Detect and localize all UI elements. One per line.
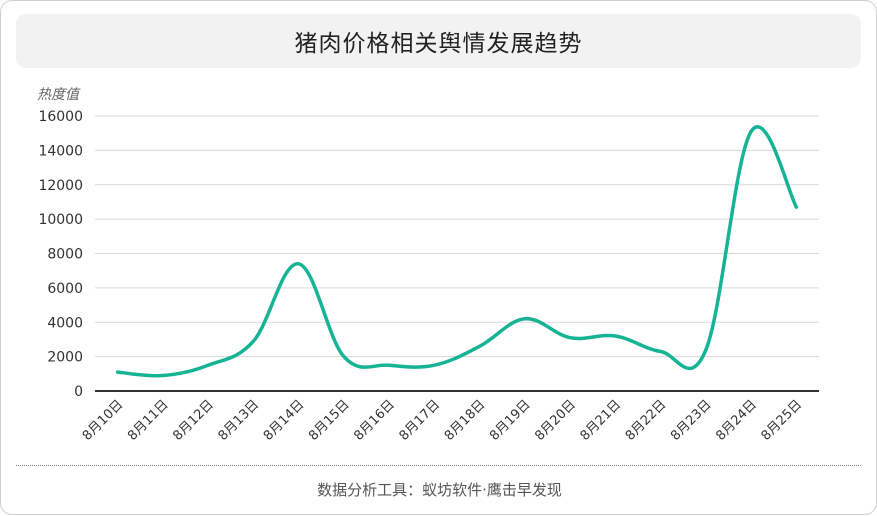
y-tick-label: 16000 xyxy=(38,109,83,125)
y-tick-label: 6000 xyxy=(47,281,83,297)
x-tick-label: 8月21日 xyxy=(578,397,625,444)
x-tick-label: 8月11日 xyxy=(125,397,172,444)
footer-divider xyxy=(16,465,861,466)
x-tick-label: 8月19日 xyxy=(487,397,534,444)
x-tick-label: 8月14日 xyxy=(261,397,308,444)
footer-source: 数据分析工具：蚁坊软件·鹰击早发现 xyxy=(317,481,562,499)
x-tick-label: 8月12日 xyxy=(170,397,217,444)
x-tick-label: 8月25日 xyxy=(759,397,806,444)
x-tick-label: 8月17日 xyxy=(397,397,444,444)
x-tick-label: 8月10日 xyxy=(80,397,127,444)
grid-lines xyxy=(95,115,819,358)
x-tick-label: 8月24日 xyxy=(713,397,760,444)
title-bar: 猪肉价格相关舆情发展趋势 xyxy=(16,14,861,68)
y-tick-label: 10000 xyxy=(38,212,83,228)
x-tick-label: 8月16日 xyxy=(351,397,398,444)
y-axis-label: 热度值 xyxy=(37,87,81,103)
y-tick-label: 4000 xyxy=(47,315,83,331)
x-tick-label: 8月22日 xyxy=(623,397,670,444)
y-tick-label: 12000 xyxy=(38,178,83,194)
x-tick-label: 8月18日 xyxy=(442,397,489,444)
x-tick-labels: 8月10日8月11日8月12日8月13日8月14日8月15日8月16日8月17日… xyxy=(80,397,805,444)
x-tick-label: 8月23日 xyxy=(668,397,715,444)
y-tick-label: 2000 xyxy=(47,350,83,366)
y-tick-label: 14000 xyxy=(38,143,83,159)
x-tick-label: 8月13日 xyxy=(216,397,263,444)
x-tick-label: 8月15日 xyxy=(306,397,353,444)
x-tick-label: 8月20日 xyxy=(532,397,579,444)
y-tick-labels: 0 2000 4000 6000 8000 10000 12000 14000 16000 xyxy=(38,109,83,400)
y-tick-label: 8000 xyxy=(47,247,83,263)
series-line xyxy=(115,125,799,378)
y-tick-label: 0 xyxy=(74,384,83,400)
chart-title: 猪肉价格相关舆情发展趋势 xyxy=(294,31,583,57)
